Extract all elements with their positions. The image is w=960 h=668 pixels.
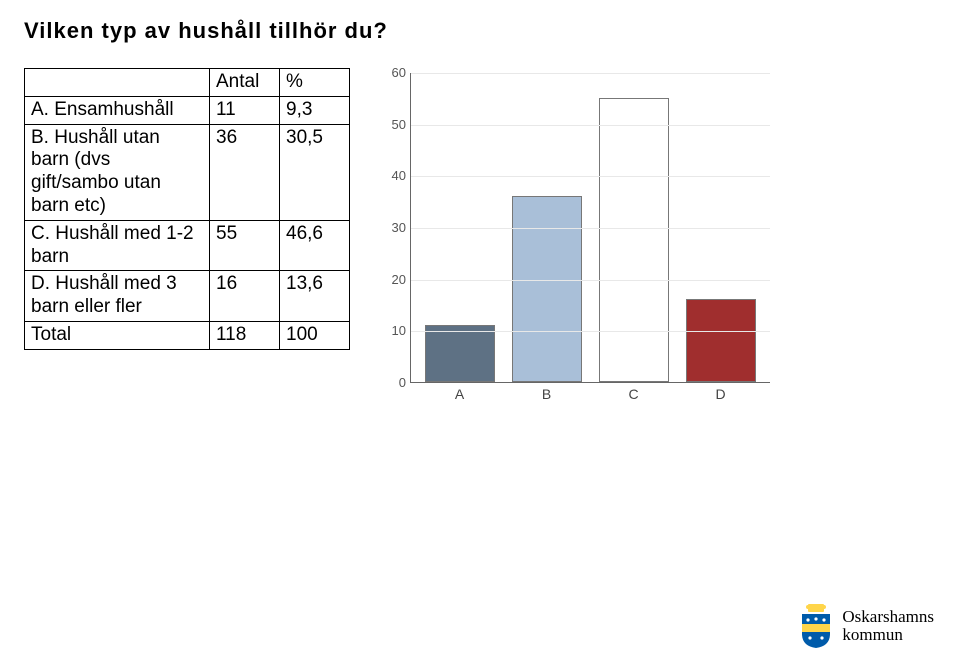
logo-line2: kommun (842, 626, 934, 644)
chart-ytick: 30 (372, 220, 406, 235)
cell-antal: 55 (210, 220, 280, 271)
chart-ytick: 60 (372, 65, 406, 80)
chart-xtick: A (425, 386, 495, 402)
table-row-total: Total 118 100 (25, 321, 350, 349)
chart-ytick: 40 (372, 168, 406, 183)
content-row: Antal % A. Ensamhushåll 11 9,3 B. Hushål… (24, 68, 790, 418)
chart-bar (425, 325, 495, 382)
chart-xtick: C (599, 386, 669, 402)
chart-gridline (411, 125, 770, 126)
cell-antal: 11 (210, 96, 280, 124)
chart-xtick: B (512, 386, 582, 402)
municipality-logo: Oskarshamns kommun (798, 604, 934, 648)
table-row: B. Hushåll utan barn (dvs gift/sambo uta… (25, 124, 350, 220)
header-pct: % (280, 69, 350, 97)
table-row: D. Hushåll med 3 barn eller fler 16 13,6 (25, 271, 350, 322)
logo-text: Oskarshamns kommun (842, 608, 934, 644)
cell-label: C. Hushåll med 1-2 barn (25, 220, 210, 271)
chart-bar (686, 299, 756, 382)
chart-x-labels: A B C D (410, 386, 770, 402)
cell-pct: 13,6 (280, 271, 350, 322)
cell-pct: 30,5 (280, 124, 350, 220)
cell-antal: 16 (210, 271, 280, 322)
chart-ytick: 0 (372, 375, 406, 390)
cell-label: D. Hushåll med 3 barn eller fler (25, 271, 210, 322)
cell-label: B. Hushåll utan barn (dvs gift/sambo uta… (25, 124, 210, 220)
chart-bar (512, 196, 582, 382)
cell-pct: 46,6 (280, 220, 350, 271)
crest-icon (798, 604, 834, 648)
header-label (25, 69, 210, 97)
logo-line1: Oskarshamns (842, 608, 934, 626)
chart-gridline (411, 228, 770, 229)
chart-xtick: D (686, 386, 756, 402)
chart-ytick: 20 (372, 272, 406, 287)
header-antal: Antal (210, 69, 280, 97)
cell-pct: 9,3 (280, 96, 350, 124)
chart-gridline (411, 280, 770, 281)
chart-gridline (411, 176, 770, 177)
cell-antal: 118 (210, 321, 280, 349)
chart-bar (599, 98, 669, 382)
cell-label: A. Ensamhushåll (25, 96, 210, 124)
bar-chart: A B C D 0 10 20 30 40 50 60 (370, 68, 790, 418)
cell-pct: 100 (280, 321, 350, 349)
cell-label: Total (25, 321, 210, 349)
chart-gridline (411, 331, 770, 332)
data-table: Antal % A. Ensamhushåll 11 9,3 B. Hushål… (24, 68, 350, 350)
chart-plot-area (410, 73, 770, 383)
chart-ytick: 10 (372, 323, 406, 338)
table-header-row: Antal % (25, 69, 350, 97)
chart-gridline (411, 73, 770, 74)
table-row: C. Hushåll med 1-2 barn 55 46,6 (25, 220, 350, 271)
table-row: A. Ensamhushåll 11 9,3 (25, 96, 350, 124)
page-title: Vilken typ av hushåll tillhör du? (24, 18, 388, 44)
cell-antal: 36 (210, 124, 280, 220)
chart-ytick: 50 (372, 117, 406, 132)
